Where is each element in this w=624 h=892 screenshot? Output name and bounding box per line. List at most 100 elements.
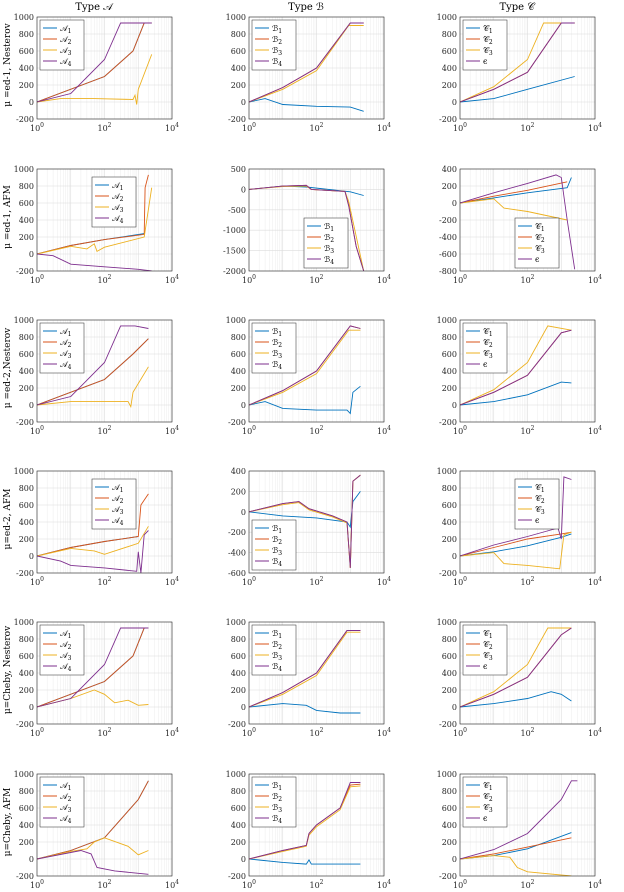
x-tick-label: 102 xyxy=(309,879,323,890)
axes-box xyxy=(248,319,385,423)
x-tick-label: 102 xyxy=(97,576,111,587)
y-tick-label: 0 xyxy=(29,552,34,561)
legend-entry: ϵ xyxy=(483,814,488,823)
x-tick-label: 102 xyxy=(97,425,111,436)
y-tick-label: 1000 xyxy=(437,467,457,476)
y-tick-label: -200 xyxy=(16,418,34,427)
series-line-3 xyxy=(249,25,364,103)
series-line-3 xyxy=(249,329,361,406)
series-line-4 xyxy=(249,22,364,103)
y-tick-label: 0 xyxy=(452,401,457,410)
axes-box xyxy=(459,168,596,272)
legend-entry: 𝒞1 xyxy=(483,24,493,35)
y-tick-label: 800 xyxy=(19,484,34,493)
series-line-4 xyxy=(37,22,152,103)
y-tick-label: 600 xyxy=(442,350,457,359)
y-tick-label: 600 xyxy=(19,652,34,661)
legend-entry: 𝒞2 xyxy=(483,640,493,651)
x-tick-label: 104 xyxy=(588,727,602,738)
legend-entry: ϵ xyxy=(483,360,488,369)
x-tick-label: 100 xyxy=(242,576,256,587)
y-tick-label: -200 xyxy=(439,872,457,881)
y-tick-label: 800 xyxy=(231,30,246,39)
x-tick-label: 102 xyxy=(309,576,323,587)
legend-entry: 𝒜4 xyxy=(60,814,72,825)
legend-entry: 𝒞1 xyxy=(535,222,545,233)
y-tick-label: 400 xyxy=(231,367,246,376)
axes-box xyxy=(459,773,596,877)
x-tick-label: 100 xyxy=(30,576,44,587)
y-tick-label: -600 xyxy=(228,569,246,578)
legend-entry: 𝒞2 xyxy=(483,35,493,46)
series-line-4 xyxy=(249,184,365,271)
legend-entry: 𝒜1 xyxy=(112,181,123,192)
y-tick-label: 800 xyxy=(442,30,457,39)
y-tick-label: -400 xyxy=(228,549,246,558)
legend-entry: ℬ3 xyxy=(272,651,282,662)
x-tick-label: 102 xyxy=(309,425,323,436)
legend-entry: 𝒞2 xyxy=(483,792,493,803)
axes-box xyxy=(36,319,173,423)
column-title-a: Type 𝒜 xyxy=(75,2,114,13)
y-tick-label: 800 xyxy=(442,333,457,342)
series-line-4 xyxy=(460,627,572,708)
legend-entry: 𝒞3 xyxy=(483,651,493,662)
x-tick-label: 100 xyxy=(242,879,256,890)
y-tick-label: 800 xyxy=(19,635,34,644)
y-tick-label: -1000 xyxy=(223,226,246,235)
series-line-4 xyxy=(249,474,361,568)
y-tick-label: 400 xyxy=(19,669,34,678)
legend-entry: ℬ2 xyxy=(272,338,282,349)
y-tick-label: -200 xyxy=(16,720,34,729)
x-tick-label: 100 xyxy=(453,122,467,133)
y-tick-label: 800 xyxy=(442,787,457,796)
y-tick-label: 200 xyxy=(231,686,246,695)
series-line-4 xyxy=(37,253,152,271)
legend-entry: 𝒜4 xyxy=(60,662,72,673)
y-tick-label: 0 xyxy=(452,855,457,864)
legend-entry: ℬ3 xyxy=(272,349,282,360)
series-line-4 xyxy=(37,530,149,573)
legend-entry: ℬ1 xyxy=(272,327,282,338)
y-tick-label: 0 xyxy=(241,185,246,194)
series-line-1 xyxy=(460,381,572,406)
legend-entry: 𝒜2 xyxy=(112,192,124,203)
y-tick-label: -200 xyxy=(439,569,457,578)
legend-entry: 𝒜2 xyxy=(60,792,72,803)
x-tick-label: 100 xyxy=(30,879,44,890)
axes-box xyxy=(36,773,173,877)
x-tick-label: 104 xyxy=(377,727,391,738)
x-tick-label: 100 xyxy=(242,274,256,285)
legend-entry: 𝒞1 xyxy=(483,781,493,792)
y-tick-label: 400 xyxy=(231,64,246,73)
series-line-4 xyxy=(249,630,361,708)
row-label-3: μ =ed-2,Nesterov xyxy=(3,327,13,408)
row-label-5: μ=Cheby, Nesterov xyxy=(3,625,13,714)
y-tick-label: 0 xyxy=(29,855,34,864)
series-line-3 xyxy=(460,22,575,103)
legend-entry: 𝒜4 xyxy=(112,214,124,225)
legend-entry: 𝒞3 xyxy=(483,803,493,814)
y-tick-label: 200 xyxy=(442,81,457,90)
y-tick-label: 600 xyxy=(442,47,457,56)
legend-entry: ℬ1 xyxy=(272,781,282,792)
legend-entry: ϵ xyxy=(483,57,488,66)
y-tick-label: 400 xyxy=(442,821,457,830)
row-label-1: μ =ed-1, Nesterov xyxy=(3,22,13,106)
series-line-4 xyxy=(37,627,149,708)
legend-entry: ℬ2 xyxy=(272,640,282,651)
y-tick-label: 200 xyxy=(231,81,246,90)
legend-entry: ℬ2 xyxy=(272,792,282,803)
legend-entry: ℬ4 xyxy=(272,360,282,371)
y-tick-label: 1000 xyxy=(437,770,457,779)
y-tick-label: -2000 xyxy=(223,267,246,276)
